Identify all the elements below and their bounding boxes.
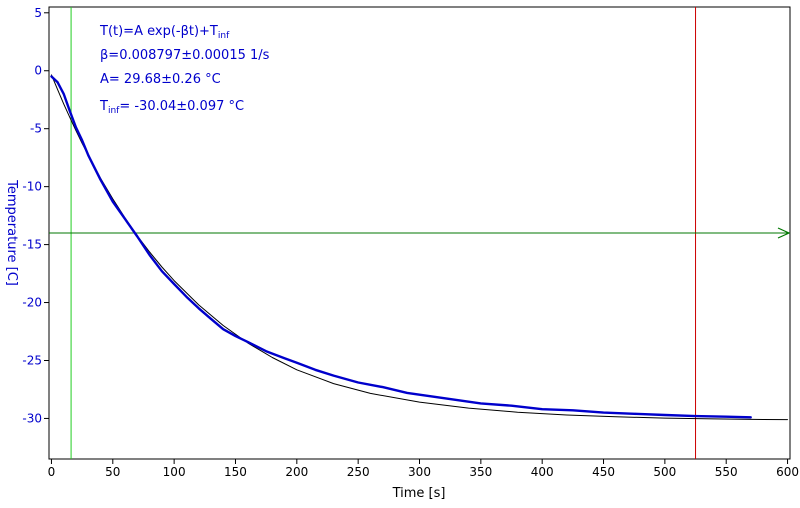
y-tick-label: -25 [22, 353, 42, 367]
formula-line: T(t)=A exp(-βt)+Tinf [99, 24, 230, 41]
y-tick-label: 5 [34, 6, 42, 20]
x-tick-label: 500 [653, 465, 676, 479]
x-tick-label: 350 [469, 465, 492, 479]
y-tick-label: -10 [22, 180, 42, 194]
x-tick-label: 600 [776, 465, 799, 479]
x-tick-label: 550 [715, 465, 738, 479]
x-axis: 0 50 100 150 200 250 300 350 400 450 500 550 600 [48, 459, 799, 479]
fit-curve-line [51, 74, 788, 421]
x-tick-label: 250 [347, 465, 370, 479]
formula-main: T(t)=A exp(-βt)+T [99, 24, 218, 39]
tinf-rest: = -30.04±0.097 °C [119, 99, 244, 114]
x-tick-label: 50 [105, 465, 120, 479]
x-tick-label: 150 [224, 465, 247, 479]
y-axis: 5 0 -5 -10 -15 -20 -25 -30 [22, 6, 49, 425]
tinf-line: Tinf= -30.04±0.097 °C [99, 99, 244, 116]
y-tick-label: -30 [22, 411, 42, 425]
tinf-subscript: inf [108, 106, 120, 116]
measured-data-line [50, 75, 752, 419]
x-axis-label: Time [s] [392, 486, 446, 501]
series-layer [50, 74, 788, 421]
y-tick-label: -5 [30, 122, 42, 136]
y-tick-label: 0 [34, 64, 42, 78]
x-tick-label: 450 [592, 465, 615, 479]
formula-subscript: inf [218, 31, 230, 41]
x-tick-label: 300 [408, 465, 431, 479]
x-tick-label: 200 [285, 465, 308, 479]
cursor-arrow-icon[interactable] [777, 227, 791, 239]
tinf-main: T [99, 99, 108, 114]
y-tick-label: -20 [22, 296, 42, 310]
y-tick-label: -15 [22, 238, 42, 252]
x-tick-label: 100 [163, 465, 186, 479]
y-axis-label: Temperature [C] [4, 179, 19, 286]
fit-annotation: T(t)=A exp(-βt)+Tinf β=0.008797±0.00015 … [99, 24, 270, 116]
beta-line: β=0.008797±0.00015 1/s [100, 48, 270, 63]
cursor-layer[interactable] [49, 7, 791, 459]
amplitude-line: A= 29.68±0.26 °C [100, 72, 221, 87]
x-tick-label: 0 [48, 465, 56, 479]
x-tick-label: 400 [531, 465, 554, 479]
